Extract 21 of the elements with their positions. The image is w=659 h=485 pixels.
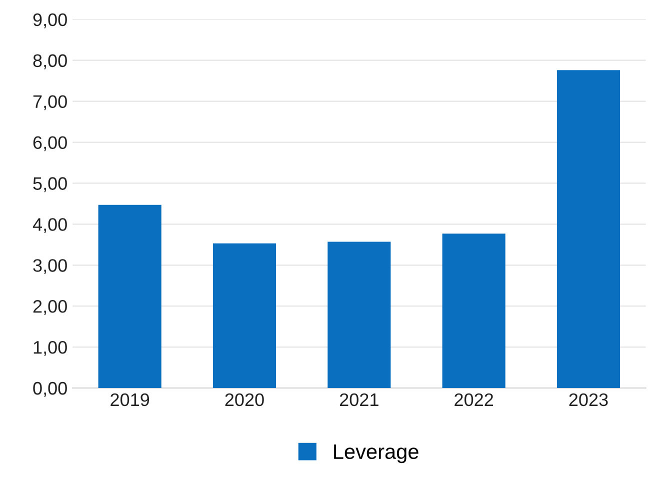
y-tick-label: 6,00	[33, 136, 67, 152]
y-tick-label: 8,00	[33, 54, 67, 70]
y-tick-label: 4,00	[32, 218, 67, 234]
x-tick-label: 2023	[569, 393, 608, 406]
y-tick-label: 1,00	[34, 340, 67, 356]
y-tick-label: 9,00	[33, 13, 67, 28]
y-tick-label: 5,00	[33, 177, 67, 192]
bar	[212, 243, 276, 388]
bar	[442, 234, 506, 388]
bar	[328, 242, 391, 388]
bar	[556, 70, 620, 388]
x-tick-label: 2022	[454, 393, 493, 406]
y-tick-label: 0,00	[33, 382, 67, 397]
legend-label: Leverage	[334, 444, 418, 464]
bar	[98, 204, 162, 388]
x-tick-label: 2021	[340, 393, 378, 406]
y-tick-label: 3,00	[33, 259, 67, 274]
x-tick-label: 2019	[110, 393, 150, 406]
y-tick-label: 7,00	[33, 95, 67, 110]
x-tick-label: 2020	[225, 393, 264, 406]
y-tick-label: 2,00	[33, 300, 67, 315]
